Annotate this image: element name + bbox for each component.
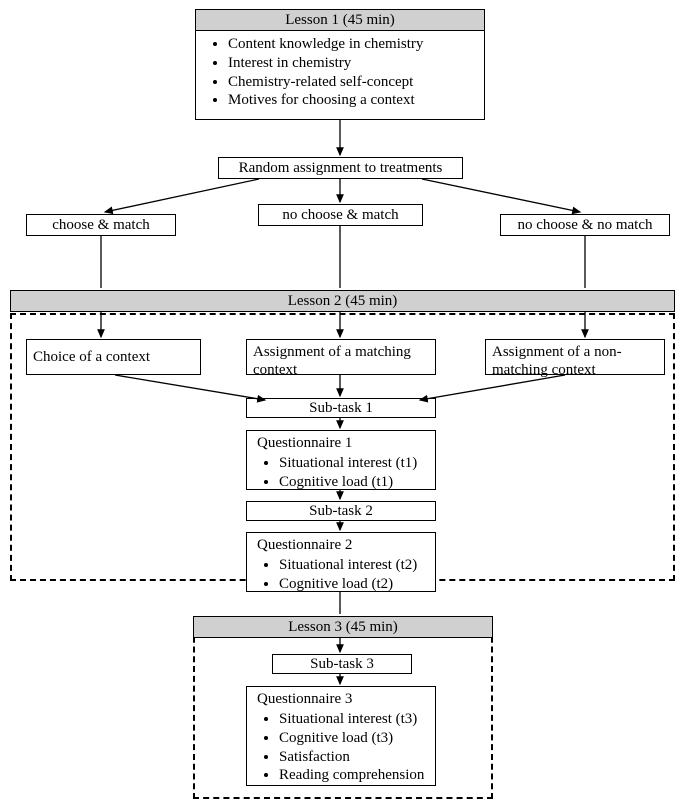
flowchart-canvas: Lesson 1 (45 min) Content knowledge in c…	[10, 10, 675, 802]
lesson2-header: Lesson 2 (45 min)	[10, 290, 675, 312]
subtask2-box: Sub-task 2	[246, 501, 436, 521]
subtask3-label: Sub-task 3	[310, 656, 374, 673]
treatment-right-label: no choose & no match	[518, 217, 653, 234]
random-assignment-box: Random assignment to treatments	[218, 157, 463, 179]
random-assignment-label: Random assignment to treatments	[239, 160, 443, 177]
q2-item: Cognitive load (t2)	[279, 575, 425, 594]
subtask1-label: Sub-task 1	[309, 400, 373, 417]
q1-item: Cognitive load (t1)	[279, 473, 425, 492]
lesson1-item: Motives for choosing a context	[228, 91, 474, 110]
q2-box: Questionnaire 2 Situational interest (t2…	[246, 532, 436, 592]
treatment-left-label: choose & match	[52, 217, 149, 234]
treatment-center: no choose & match	[258, 204, 423, 226]
context-center-label: Assignment of a matching context	[253, 344, 411, 378]
lesson1-title: Lesson 1 (45 min)	[285, 12, 395, 29]
context-center: Assignment of a matching context	[246, 339, 436, 375]
q3-item: Satisfaction	[279, 748, 425, 767]
q1-box: Questionnaire 1 Situational interest (t1…	[246, 430, 436, 490]
lesson1-item: Chemistry-related self-concept	[228, 73, 474, 92]
treatment-center-label: no choose & match	[282, 207, 398, 224]
lesson2-title: Lesson 2 (45 min)	[288, 293, 398, 310]
q3-box: Questionnaire 3 Situational interest (t3…	[246, 686, 436, 786]
treatment-left: choose & match	[26, 214, 176, 236]
q3-item: Reading comprehension	[279, 766, 425, 785]
lesson1-header: Lesson 1 (45 min)	[195, 9, 485, 31]
lesson3-title: Lesson 3 (45 min)	[288, 619, 398, 636]
q1-title: Questionnaire 1	[257, 435, 425, 452]
q2-item: Situational interest (t2)	[279, 556, 425, 575]
lesson1-item: Content knowledge in chemistry	[228, 35, 474, 54]
subtask1-box: Sub-task 1	[246, 398, 436, 418]
context-left-label: Choice of a context	[33, 348, 150, 366]
context-right: Assignment of a non-matching context	[485, 339, 665, 375]
q2-title: Questionnaire 2	[257, 537, 425, 554]
q1-item: Situational interest (t1)	[279, 454, 425, 473]
subtask2-label: Sub-task 2	[309, 503, 373, 520]
context-right-label: Assignment of a non-matching context	[492, 344, 622, 378]
treatment-right: no choose & no match	[500, 214, 670, 236]
q3-item: Situational interest (t3)	[279, 710, 425, 729]
context-left: Choice of a context	[26, 339, 201, 375]
lesson1-item: Interest in chemistry	[228, 54, 474, 73]
subtask3-box: Sub-task 3	[272, 654, 412, 674]
lesson3-header: Lesson 3 (45 min)	[193, 616, 493, 638]
q3-title: Questionnaire 3	[257, 691, 425, 708]
q3-item: Cognitive load (t3)	[279, 729, 425, 748]
lesson1-list: Content knowledge in chemistry Interest …	[195, 31, 485, 120]
